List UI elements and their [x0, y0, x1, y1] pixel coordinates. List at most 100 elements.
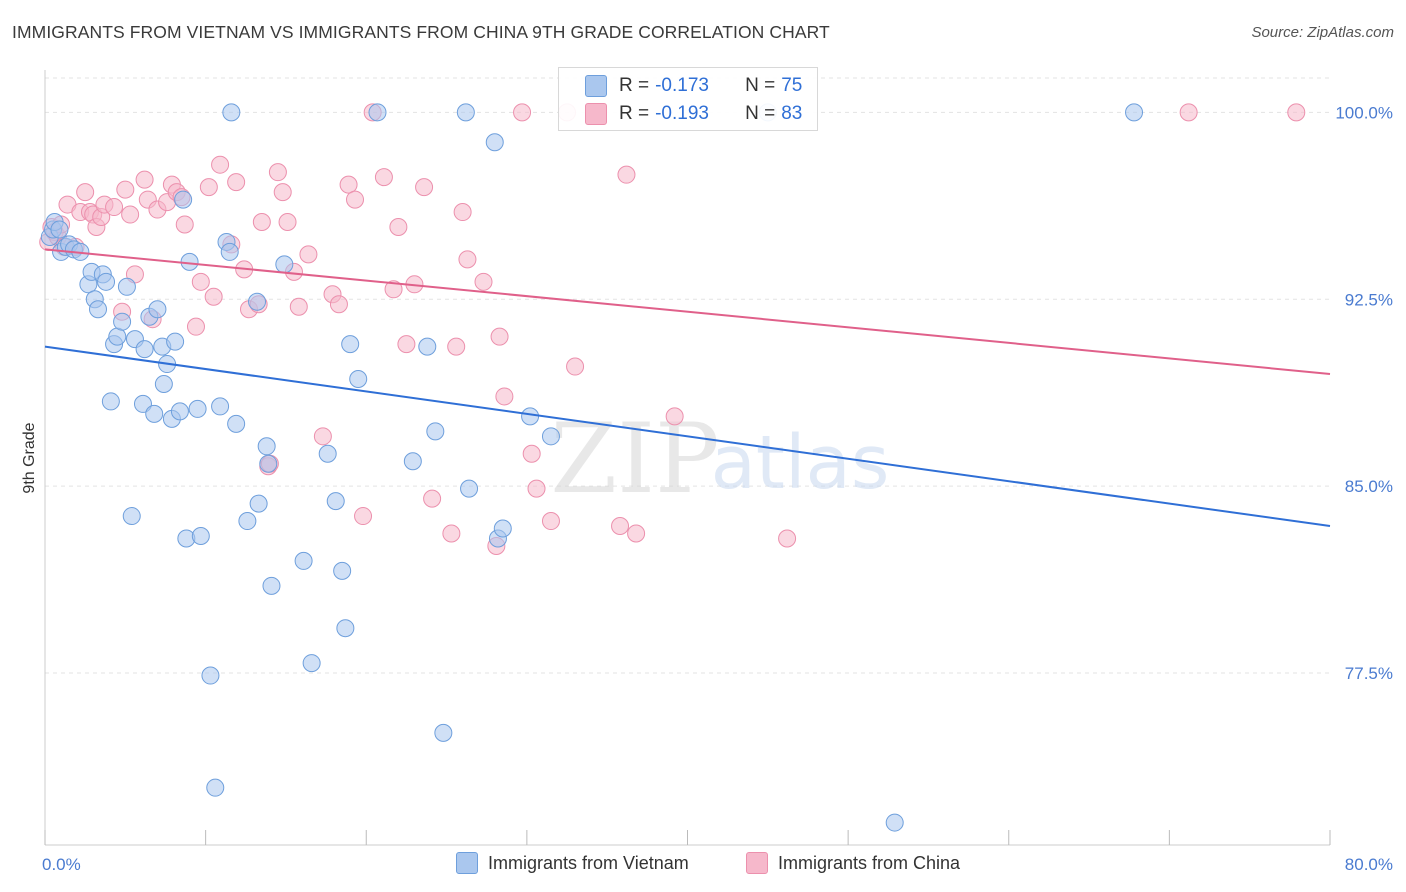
china-point	[354, 507, 373, 526]
legend-swatch-vietnam	[585, 75, 607, 97]
china-point	[135, 170, 154, 189]
china-point	[617, 165, 636, 184]
china-point	[566, 357, 585, 376]
china-point	[474, 272, 493, 291]
vietnam-point	[222, 103, 241, 122]
vietnam-point	[521, 407, 540, 426]
series-legend-label-vietnam: Immigrants from Vietnam	[488, 852, 689, 873]
legend-r-label: R =	[619, 75, 650, 96]
china-point	[211, 155, 230, 174]
axes	[44, 70, 1331, 846]
vietnam-point	[227, 414, 246, 433]
china-point	[227, 173, 246, 192]
vietnam-trend-line	[44, 345, 1331, 528]
watermark: ZIP atlas	[550, 403, 889, 515]
vietnam-point	[148, 300, 167, 319]
vietnam-point	[336, 619, 355, 638]
vietnam-point	[101, 392, 120, 411]
vietnam-point	[122, 507, 141, 526]
china-point	[313, 427, 332, 446]
china-point	[116, 180, 135, 199]
y-tick-label: 77.5%	[1345, 664, 1393, 683]
vietnam-point	[97, 272, 116, 291]
legend-n-value: 75	[781, 75, 803, 96]
china-point	[121, 205, 140, 224]
vietnam-point	[211, 397, 230, 416]
chart-title: IMMIGRANTS FROM VIETNAM VS IMMIGRANTS FR…	[12, 22, 830, 42]
legend-r-value: -0.173	[655, 75, 709, 96]
vietnam-point	[50, 220, 69, 239]
china-point	[778, 529, 797, 548]
china-point	[513, 103, 532, 122]
vietnam-point	[460, 479, 479, 498]
vietnam-point	[485, 133, 504, 152]
china-point	[191, 272, 210, 291]
china-point	[522, 444, 541, 463]
vietnam-point	[108, 327, 127, 346]
vietnam-point	[174, 190, 193, 209]
vietnam-point	[206, 778, 225, 797]
legend-r-value: -0.193	[655, 103, 709, 124]
vietnam-point	[113, 312, 132, 331]
vietnam-point	[885, 813, 904, 832]
vietnam-point	[333, 561, 352, 580]
vietnam-point	[257, 437, 276, 456]
vietnam-point	[262, 576, 281, 595]
china-point	[186, 317, 205, 336]
china-point	[1287, 103, 1306, 122]
vietnam-point	[349, 370, 368, 389]
legend-r-label: R =	[619, 103, 650, 124]
vietnam-point	[493, 519, 512, 538]
vietnam-point	[456, 103, 475, 122]
vietnam-point	[541, 427, 560, 446]
vietnam-point	[170, 402, 189, 421]
stats-legend: R = -0.173 N = 75 R = -0.193 N = 83	[558, 67, 818, 131]
vietnam-point	[249, 494, 268, 513]
legend-row-china: R = -0.193 N = 83	[559, 100, 802, 128]
china-point	[397, 335, 416, 354]
china-point	[611, 517, 630, 536]
vietnam-point	[426, 422, 445, 441]
china-point	[299, 245, 318, 264]
china-point	[175, 215, 194, 234]
china-point	[105, 198, 124, 217]
series-legend-vietnam[interactable]: Immigrants from Vietnam	[456, 852, 689, 874]
vietnam-points	[40, 103, 1144, 832]
china-point	[490, 327, 509, 346]
vietnam-point	[220, 242, 239, 261]
vietnam-point	[201, 666, 220, 685]
legend-swatch-china	[585, 103, 607, 125]
vietnam-point	[259, 454, 278, 473]
vietnam-point	[318, 444, 337, 463]
china-point	[329, 295, 348, 314]
vietnam-point	[238, 512, 257, 531]
vietnam-point	[117, 277, 136, 296]
china-point	[273, 183, 292, 202]
y-tick-label: 85.0%	[1345, 477, 1393, 496]
china-point	[389, 217, 408, 236]
y-tick-label: 92.5%	[1345, 290, 1393, 309]
grid-lines	[45, 77, 1330, 674]
china-point	[278, 213, 297, 232]
china-point	[76, 183, 95, 202]
vietnam-point	[403, 452, 422, 471]
legend-n-label: N =	[745, 103, 776, 124]
china-point	[442, 524, 461, 543]
china-point	[289, 297, 308, 316]
series-legend-china[interactable]: Immigrants from China	[746, 852, 960, 874]
trend-lines	[44, 248, 1331, 528]
axis-labels: 77.5% 85.0% 92.5% 100.0% 0.0% 80.0% 9th Grade	[21, 103, 1393, 874]
china-point	[495, 387, 514, 406]
vietnam-point	[368, 103, 387, 122]
vietnam-point	[275, 255, 294, 274]
china-point	[527, 479, 546, 498]
legend-n-label: N =	[745, 75, 776, 96]
china-point	[199, 178, 218, 197]
vietnam-point	[135, 340, 154, 359]
china-point	[453, 203, 472, 222]
y-tick-label: 100.0%	[1335, 103, 1393, 122]
x-tick-label: 0.0%	[42, 855, 81, 874]
vietnam-point	[294, 551, 313, 570]
vietnam-point	[154, 374, 173, 393]
